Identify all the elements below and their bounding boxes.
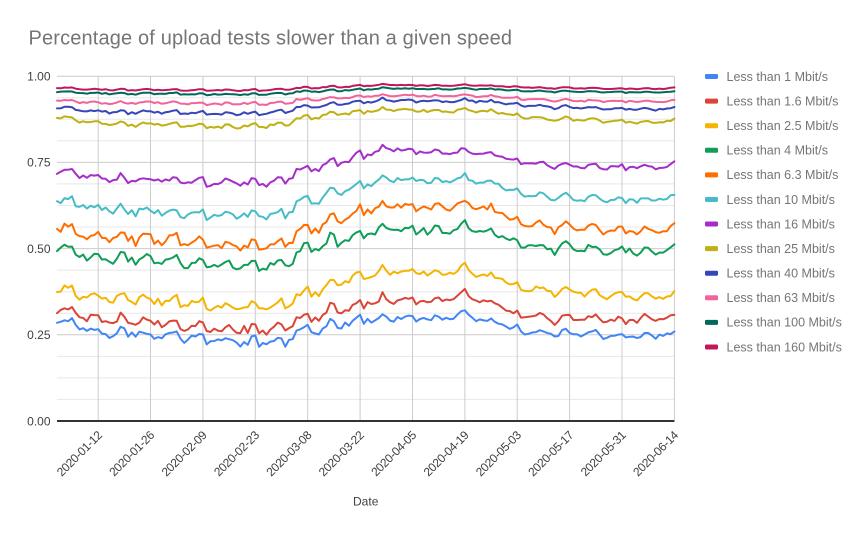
svg-text:0.25: 0.25 [27,328,51,342]
svg-text:Less than 2.5 Mbit/s: Less than 2.5 Mbit/s [727,119,839,133]
svg-text:Date: Date [353,495,379,509]
svg-text:0.50: 0.50 [27,242,51,256]
svg-text:Percentage of upload tests slo: Percentage of upload tests slower than a… [29,28,513,50]
svg-text:0.00: 0.00 [27,414,51,428]
svg-text:1.00: 1.00 [27,70,51,84]
svg-text:Less than 25 Mbit/s: Less than 25 Mbit/s [727,242,835,256]
svg-text:Less than 4 Mbit/s: Less than 4 Mbit/s [727,144,828,158]
svg-text:Less than 160 Mbit/s: Less than 160 Mbit/s [727,340,842,354]
svg-text:Less than 1.6 Mbit/s: Less than 1.6 Mbit/s [727,94,839,108]
svg-text:Less than 63 Mbit/s: Less than 63 Mbit/s [727,291,835,305]
svg-text:Less than 1 Mbit/s: Less than 1 Mbit/s [727,70,828,84]
svg-text:Less than 40 Mbit/s: Less than 40 Mbit/s [727,267,835,281]
svg-text:0.75: 0.75 [27,156,51,170]
svg-text:Less than 100 Mbit/s: Less than 100 Mbit/s [727,316,842,330]
svg-text:Less than 16 Mbit/s: Less than 16 Mbit/s [727,217,835,231]
svg-text:Less than 6.3 Mbit/s: Less than 6.3 Mbit/s [727,168,839,182]
svg-text:Less than 10 Mbit/s: Less than 10 Mbit/s [727,193,835,207]
